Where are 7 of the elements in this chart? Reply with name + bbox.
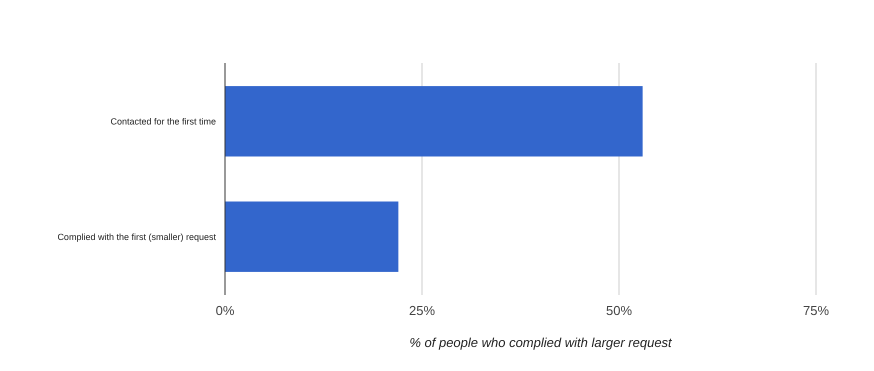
y-tick-label: Complied with the first (smaller) request (57, 232, 216, 242)
x-tick-label: 75% (802, 303, 830, 318)
x-tick-label: 0% (216, 303, 235, 318)
x-tick-label: 25% (408, 303, 436, 318)
x-tick-label: 50% (606, 303, 632, 318)
x-axis-title: % of people who complied with larger request (409, 335, 674, 350)
y-tick-label: Contacted for the first time (110, 116, 216, 126)
